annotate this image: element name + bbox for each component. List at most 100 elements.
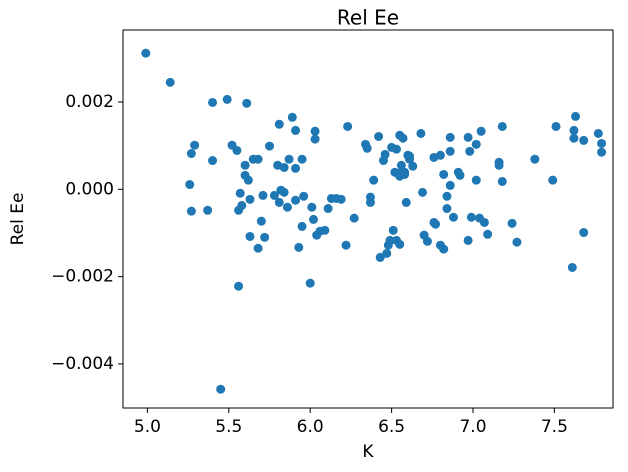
point xyxy=(234,205,244,215)
point xyxy=(260,232,270,242)
y-tick-label: −0.002 xyxy=(51,267,114,287)
point xyxy=(299,191,309,201)
point xyxy=(435,150,445,160)
x-tick-label: 5.5 xyxy=(215,417,242,437)
point xyxy=(256,216,266,226)
chart-title: Rel Ee xyxy=(337,6,399,30)
point xyxy=(265,141,275,151)
point xyxy=(405,151,415,161)
x-tick-label: 6.5 xyxy=(378,417,405,437)
point xyxy=(494,160,504,170)
point xyxy=(418,187,428,197)
point xyxy=(165,77,175,87)
point xyxy=(530,154,540,164)
point xyxy=(310,126,320,136)
point xyxy=(282,202,292,212)
point xyxy=(385,235,395,245)
point xyxy=(291,125,301,135)
point xyxy=(395,239,405,249)
point xyxy=(291,195,301,205)
point xyxy=(479,217,489,227)
x-tick-label: 6.0 xyxy=(297,417,324,437)
point xyxy=(323,204,333,214)
point xyxy=(597,138,607,148)
point xyxy=(185,180,195,190)
point xyxy=(274,197,284,207)
point xyxy=(297,221,307,231)
x-tick-label: 7.0 xyxy=(459,417,486,437)
point xyxy=(465,146,475,156)
point xyxy=(240,160,250,170)
point xyxy=(216,384,226,394)
point xyxy=(232,145,242,155)
x-axis-label: K xyxy=(362,442,374,462)
point xyxy=(297,154,307,164)
point xyxy=(439,169,449,179)
point xyxy=(569,125,579,135)
y-tick-label: 0.002 xyxy=(65,92,114,112)
point xyxy=(382,248,392,258)
point xyxy=(222,94,232,104)
point xyxy=(279,162,289,172)
point xyxy=(141,48,151,58)
point xyxy=(396,160,406,170)
point xyxy=(291,163,301,173)
point xyxy=(336,194,346,204)
point xyxy=(445,180,455,190)
point xyxy=(341,240,351,250)
point xyxy=(253,154,263,164)
point xyxy=(208,97,218,107)
point xyxy=(365,197,375,207)
point xyxy=(497,176,507,186)
point xyxy=(466,212,476,222)
y-axis-label: Rel Ee xyxy=(8,193,28,246)
point xyxy=(243,175,253,185)
point xyxy=(567,262,577,272)
point xyxy=(190,140,200,150)
point xyxy=(507,218,517,228)
point xyxy=(445,132,455,142)
point xyxy=(242,98,252,108)
point xyxy=(579,228,589,238)
point xyxy=(569,133,579,143)
point xyxy=(391,144,401,154)
point xyxy=(269,190,279,200)
point xyxy=(471,139,481,149)
point xyxy=(245,231,255,241)
point xyxy=(483,229,493,239)
point xyxy=(463,132,473,142)
point xyxy=(463,235,473,245)
point xyxy=(375,252,385,262)
point xyxy=(400,169,410,179)
point xyxy=(308,214,318,224)
point xyxy=(442,191,452,201)
point xyxy=(253,243,263,253)
point xyxy=(597,147,607,157)
y-tick-label: 0.000 xyxy=(65,179,114,199)
point xyxy=(579,135,589,145)
point xyxy=(203,205,213,215)
point xyxy=(349,213,359,223)
point xyxy=(305,278,315,288)
point xyxy=(320,225,330,235)
point xyxy=(422,236,432,246)
point xyxy=(548,175,558,185)
point xyxy=(445,146,455,156)
point xyxy=(310,134,320,144)
point xyxy=(551,121,561,131)
point xyxy=(245,194,255,204)
point xyxy=(416,128,426,138)
point xyxy=(208,156,218,166)
point xyxy=(369,175,379,185)
point xyxy=(512,237,522,247)
point xyxy=(234,281,244,291)
point xyxy=(471,175,481,185)
point xyxy=(401,197,411,207)
point xyxy=(374,132,384,142)
point xyxy=(235,188,245,198)
point xyxy=(284,154,294,164)
y-tick-label: −0.004 xyxy=(51,354,114,374)
point xyxy=(398,133,408,143)
point xyxy=(439,244,449,254)
